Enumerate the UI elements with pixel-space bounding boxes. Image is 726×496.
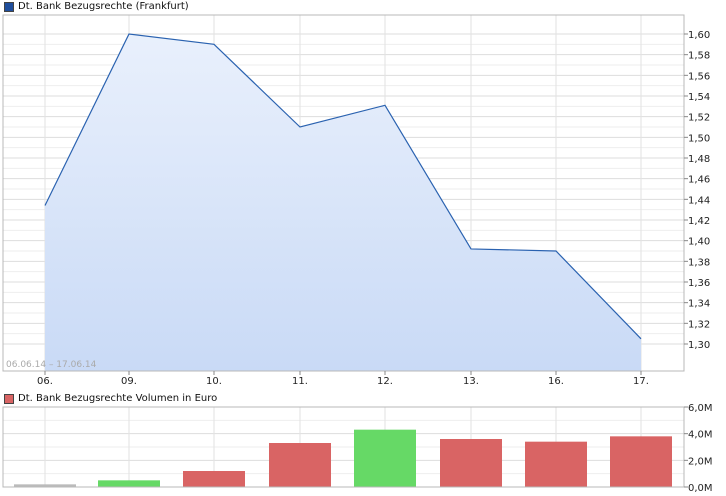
volume-chart-legend: Dt. Bank Bezugsrechte Volumen in Euro (4, 393, 217, 404)
price-x-tick-label: 12. (377, 376, 393, 387)
volume-chart-title: Dt. Bank Bezugsrechte Volumen in Euro (18, 393, 218, 404)
price-y-tick-label: 1,54 (688, 92, 710, 103)
price-area-fill (45, 34, 641, 371)
price-x-tick-label: 13. (463, 376, 479, 387)
price-y-tick-label: 1,36 (688, 278, 710, 289)
price-y-tick-label: 1,32 (688, 319, 710, 330)
price-x-tick-label: 11. (292, 376, 308, 387)
price-chart-legend: Dt. Bank Bezugsrechte (Frankfurt) (4, 1, 189, 12)
price-y-tick-label: 1,52 (688, 113, 710, 124)
price-x-axis: 06. 09. 10. 11. 12. 13. 16. 17. (37, 371, 649, 387)
price-y-tick-label: 1,58 (688, 51, 710, 62)
volume-bar (440, 439, 502, 487)
price-y-tick-label: 1,56 (688, 71, 710, 82)
volume-legend-swatch (4, 393, 14, 404)
price-line (44, 33, 642, 340)
price-chart-title: Dt. Bank Bezugsrechte (Frankfurt) (18, 1, 189, 12)
volume-bar (354, 429, 416, 487)
price-y-tick-label: 1,46 (688, 175, 710, 186)
price-y-tick-label: 1,60 (688, 30, 710, 41)
price-y-tick-label: 1,30 (688, 340, 710, 351)
price-area (44, 33, 642, 371)
price-x-tick-label: 16. (548, 376, 564, 387)
volume-bars (14, 429, 672, 487)
volume-bar (269, 443, 331, 487)
price-plot-frame (2, 14, 685, 372)
volume-bar (98, 480, 160, 487)
price-y-tick-label: 1,44 (688, 195, 710, 206)
volume-bar (183, 471, 245, 487)
price-y-tick-label: 1,40 (688, 237, 710, 248)
date-range-label: 06.06.14 – 17.06.14 (6, 360, 97, 370)
price-y-tick-label: 1,34 (688, 299, 710, 310)
price-y-tick-label: 1,50 (688, 133, 710, 144)
price-legend-swatch (4, 1, 14, 12)
price-x-tick-label: 09. (121, 376, 137, 387)
volume-y-tick-label: 4,0M (688, 430, 713, 441)
volume-y-tick-label: 0,0M (688, 483, 713, 494)
price-y-axis: 1,30 1,32 1,34 1,36 1,38 1,40 1,42 1,44 1,46 1,48… (684, 30, 710, 351)
volume-bar (14, 484, 76, 487)
volume-y-tick-label: 6,0M (688, 403, 713, 414)
price-y-tick-label: 1,42 (688, 216, 710, 227)
volume-bar (525, 441, 587, 487)
price-y-tick-label: 1,38 (688, 257, 710, 268)
price-x-tick-label: 06. (37, 376, 53, 387)
volume-bar (610, 436, 672, 487)
volume-plot-frame (2, 406, 685, 488)
volume-y-tick-label: 2,0M (688, 456, 713, 467)
price-x-tick-label: 17. (633, 376, 649, 387)
price-x-tick-label: 10. (206, 376, 222, 387)
price-y-tick-label: 1,48 (688, 154, 710, 165)
volume-y-axis: 0,0M 2,0M 4,0M 6,0M (684, 403, 713, 494)
